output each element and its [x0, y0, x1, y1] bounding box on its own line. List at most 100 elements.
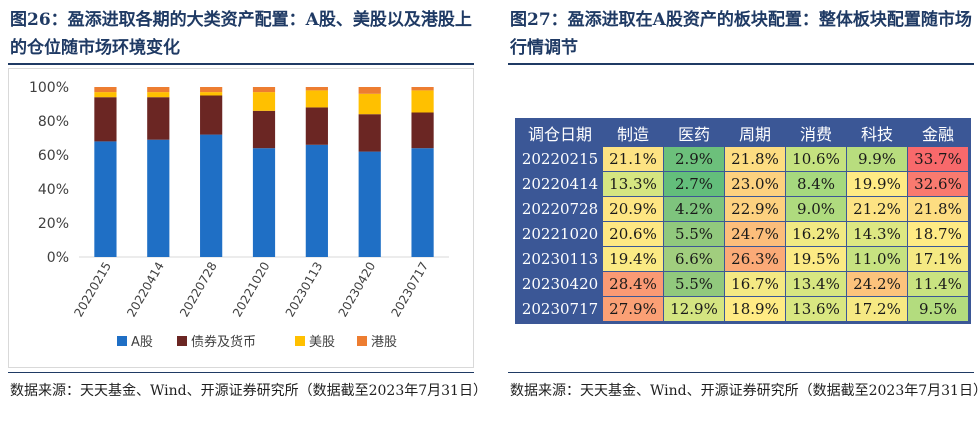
left-title-rule [8, 63, 474, 65]
heatmap-value-cell: 10.6% [785, 146, 847, 172]
heatmap-value-cell: 22.9% [724, 196, 786, 222]
heatmap-value-cell: 20.9% [602, 196, 664, 222]
x-tick-label: 20230113 [283, 260, 326, 320]
bar-segment-3 [305, 87, 328, 91]
bar-segment-3 [94, 87, 117, 93]
heatmap-value-cell: 21.8% [724, 146, 786, 172]
bar-segment-2 [94, 92, 117, 98]
heatmap-value-cell: 20.6% [602, 221, 664, 247]
column-header-sector: 周期 [724, 120, 786, 147]
x-tick-label: 20221020 [230, 260, 273, 320]
heatmap-value-cell: 24.7% [724, 221, 786, 247]
row-date-cell: 20220215 [517, 146, 603, 172]
heatmap-value-cell: 32.6% [907, 171, 969, 197]
y-tick-label: 40% [38, 182, 69, 198]
heatmap-header-row: 调仓日期 制造 医药 周期 消费 科技 金融 [517, 120, 969, 147]
heatmap-value-cell: 16.7% [724, 271, 786, 297]
legend-swatch-2 [295, 336, 305, 346]
heatmap-value-cell: 14.3% [846, 221, 908, 247]
left-bottom-rule [8, 372, 474, 373]
column-header-sector: 消费 [785, 120, 847, 147]
left-source-note: 数据来源：天天基金、Wind、开源证券研究所（数据截至2023年7月31日） [10, 383, 487, 399]
legend-swatch-1 [177, 336, 187, 346]
heatmap-value-cell: 8.4% [785, 171, 847, 197]
x-tick-label: 20230717 [389, 260, 432, 320]
y-tick-label: 80% [38, 114, 69, 130]
heatmap-value-cell: 28.4% [602, 271, 664, 297]
heatmap-value-cell: 5.5% [663, 271, 725, 297]
column-header-date: 调仓日期 [517, 120, 603, 147]
right-figure-panel: 图27：盈添进取在A股资产的板块配置：整体板块配置随市场行情调节 调仓日期 制造医… [500, 0, 980, 438]
heatmap-value-cell: 5.5% [663, 221, 725, 247]
column-header-sector: 医药 [663, 120, 725, 147]
table-row: 20230717 27.9% 12.9% 18.9% 13.6% 17.2% 9.5% [517, 296, 969, 322]
heatmap-value-cell: 19.5% [785, 246, 847, 272]
heatmap-value-cell: 18.9% [724, 296, 786, 322]
table-row: 20230113 19.4% 6.6% 26.3% 19.5% 11.0% 17.1% [517, 246, 969, 272]
bar-segment-1 [200, 95, 223, 135]
table-row: 20220414 13.3% 2.7% 23.0% 8.4% 19.9% 32.6% [517, 171, 969, 197]
bar-segment-2 [200, 92, 223, 96]
row-date-cell: 20230113 [517, 246, 603, 272]
right-figure-title: 图27：盈添进取在A股资产的板块配置：整体板块配置随市场行情调节 [510, 10, 972, 58]
heatmap-value-cell: 33.7% [907, 146, 969, 172]
heatmap-value-cell: 11.0% [846, 246, 908, 272]
heatmap-value-cell: 9.9% [846, 146, 908, 172]
sector-heatmap-table: 调仓日期 制造 医药 周期 消费 科技 金融 20220215 21.1% 2.9% 21.8% 1… [517, 120, 969, 322]
stacked-bar-chart-frame: 0% 20% 40% 60% 80% 100% 20220215 20220414 202207… [8, 68, 474, 368]
heatmap-value-cell: 21.2% [846, 196, 908, 222]
bar-segment-0 [411, 148, 434, 257]
heatmap-value-cell: 13.3% [602, 171, 664, 197]
table-row: 20230420 28.4% 5.5% 16.7% 13.4% 24.2% 11.4% [517, 271, 969, 297]
bar-segment-0 [94, 141, 117, 257]
heatmap-value-cell: 9.5% [907, 296, 969, 322]
y-tick-label: 0% [47, 250, 69, 266]
bar-segment-1 [94, 97, 117, 142]
right-title-rule [508, 63, 974, 65]
bar-segment-0 [147, 139, 170, 257]
bar-segment-3 [252, 87, 276, 93]
legend-swatch-3 [357, 336, 367, 346]
row-date-cell: 20230420 [517, 271, 603, 297]
table-row: 20221020 20.6% 5.5% 24.7% 16.2% 14.3% 18.7% [517, 221, 969, 247]
heatmap-value-cell: 18.7% [907, 221, 969, 247]
row-date-cell: 20230717 [517, 296, 603, 322]
bar-segment-1 [147, 97, 170, 140]
bar-segment-3 [411, 87, 434, 91]
bar-segment-2 [411, 90, 434, 113]
bar-segment-0 [252, 148, 276, 257]
row-date-cell: 20220728 [517, 196, 603, 222]
x-tick-label: 20230420 [336, 260, 379, 320]
heatmap-value-cell: 26.3% [724, 246, 786, 272]
heatmap-value-cell: 13.6% [785, 296, 847, 322]
heatmap-value-cell: 11.4% [907, 271, 969, 297]
x-tick-label: 20220414 [124, 260, 167, 320]
heatmap-body: 20220215 21.1% 2.9% 21.8% 10.6% 9.9% 33.7% 2022… [517, 146, 969, 322]
legend-label: 债券及货币 [191, 334, 256, 350]
bar-segment-0 [305, 144, 328, 257]
row-date-cell: 20220414 [517, 171, 603, 197]
column-header-sector: 金融 [907, 120, 969, 147]
y-tick-label: 100% [29, 80, 69, 96]
table-row: 20220215 21.1% 2.9% 21.8% 10.6% 9.9% 33.7% [517, 146, 969, 172]
heatmap-value-cell: 2.9% [663, 146, 725, 172]
column-header-sector: 科技 [846, 120, 908, 147]
bar-segment-1 [411, 112, 434, 149]
heatmap-value-cell: 23.0% [724, 171, 786, 197]
heatmap-value-cell: 16.2% [785, 221, 847, 247]
heatmap-value-cell: 21.1% [602, 146, 664, 172]
bar-segment-3 [200, 87, 223, 93]
bar-segment-1 [252, 110, 276, 149]
left-figure-title: 图26：盈添进取各期的大类资产配置：A股、美股以及港股上的仓位随市场环境变化 [10, 10, 472, 58]
right-source-note: 数据来源：天天基金、Wind、开源证券研究所（数据截至2023年7月31日） [510, 383, 980, 399]
bar-segment-2 [147, 92, 170, 98]
bar-segment-3 [358, 87, 381, 94]
bar-segment-2 [305, 90, 328, 108]
heatmap-value-cell: 17.1% [907, 246, 969, 272]
legend-label: 美股 [309, 335, 335, 350]
heatmap-value-cell: 19.4% [602, 246, 664, 272]
heatmap-value-cell: 12.9% [663, 296, 725, 322]
bar-segment-2 [252, 92, 276, 111]
heatmap-value-cell: 24.2% [846, 271, 908, 297]
heatmap-value-cell: 4.2% [663, 196, 725, 222]
